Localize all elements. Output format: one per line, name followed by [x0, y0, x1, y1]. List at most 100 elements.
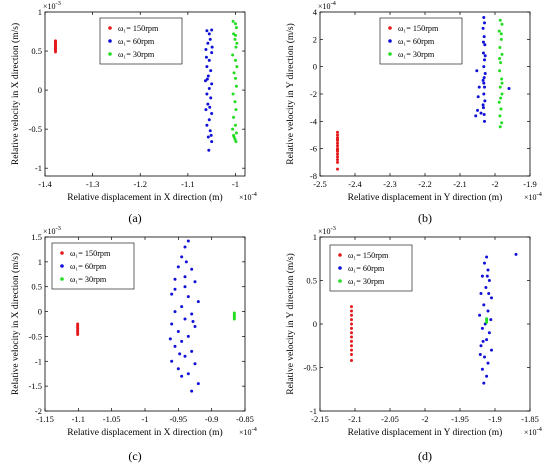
- legend-box: [379, 17, 463, 65]
- x-tick-label: -1: [141, 414, 148, 424]
- data-point-series-2: [231, 127, 235, 131]
- data-point-series-1: [210, 45, 214, 49]
- x-tick-label: -0.9: [205, 414, 218, 424]
- panel-label: (a): [128, 211, 141, 225]
- data-point-series-1: [479, 344, 483, 348]
- x-tick-label: -1.9: [523, 179, 536, 189]
- data-point-series-0: [350, 359, 353, 363]
- data-point-series-0: [350, 305, 353, 309]
- data-point-series-2: [232, 71, 236, 75]
- legend: ω₁= 150rpm ω₁= 60rpm ω₁= 30rpm: [379, 17, 463, 65]
- legend: ω₁= 150rpm ω₁= 60rpm ω₁= 30rpm: [99, 17, 183, 65]
- data-point-series-0: [336, 144, 339, 148]
- data-point-series-1: [183, 245, 187, 249]
- data-point-series-1: [186, 372, 190, 376]
- data-point-series-1: [180, 305, 184, 309]
- legend-entry-label: ω₁= 30rpm: [348, 277, 385, 286]
- y-tick-label: -2: [310, 89, 317, 99]
- y-tick-label: -0.5: [29, 124, 42, 134]
- legend-marker: [338, 266, 342, 270]
- data-point-series-1: [483, 355, 486, 359]
- y-axis-label: Relative velocity in X direction (m/s): [10, 253, 21, 395]
- y-tick-label: 1: [38, 257, 42, 267]
- x-axis-multiplier: ×10-4: [239, 191, 258, 202]
- chart-panel-0: -1.4 -1.3 -1.2 -1.1 -1 -1 -0.5 0 0.5 1×10-3 ×10-4 R…: [10, 0, 258, 225]
- data-point-series-1: [206, 41, 210, 45]
- data-point-series-0: [350, 326, 353, 330]
- data-point-series-1: [210, 140, 214, 144]
- panel-label: (c): [128, 449, 141, 463]
- data-point-series-1: [210, 112, 214, 116]
- x-tick-label: -2.1: [348, 414, 361, 424]
- data-point-series-1: [209, 96, 213, 100]
- legend-entry-label: ω₁= 30rpm: [398, 50, 435, 59]
- data-point-series-1: [180, 374, 184, 378]
- data-point-series-1: [490, 348, 493, 352]
- data-point-series-2: [499, 37, 503, 41]
- data-point-series-1: [183, 354, 187, 358]
- data-point-series-0: [336, 148, 339, 152]
- chart-panel-2: -1.15 -1.1 -1.05 -1 -0.95 -0.9 -0.85 -2 -1.5 -1 -0…: [10, 225, 258, 463]
- legend-marker: [338, 279, 342, 283]
- legend-entry-label: ω₁= 60rpm: [70, 262, 107, 271]
- y-axis-multiplier: ×10-4: [318, 0, 337, 11]
- y-tick-label: -1.5: [29, 381, 42, 391]
- data-point-series-1: [485, 374, 489, 378]
- data-point-series-1: [190, 389, 194, 393]
- data-point-series-1: [483, 43, 487, 47]
- x-tick-label: -1.1: [181, 179, 194, 189]
- data-point-series-1: [173, 310, 177, 314]
- data-point-series-2: [233, 22, 237, 26]
- data-point-series-1: [196, 300, 200, 304]
- y-tick-label: 0: [38, 307, 42, 317]
- data-point-series-2: [233, 100, 237, 104]
- data-point-series-1: [483, 72, 487, 75]
- data-point-series-1: [483, 58, 486, 62]
- legend-entry-label: ω₁= 150rpm: [348, 251, 389, 260]
- data-point-series-2: [232, 317, 236, 321]
- legend-entry-label: ω₁= 150rpm: [398, 24, 439, 33]
- legend-entry-label: ω₁= 30rpm: [118, 50, 155, 59]
- data-point-series-1: [485, 338, 489, 342]
- data-point-series-1: [481, 339, 485, 343]
- panel-label: (d): [418, 449, 432, 463]
- legend-marker: [108, 39, 112, 43]
- y-tick-label: -1: [310, 406, 317, 416]
- data-point-series-0: [53, 40, 57, 44]
- data-point-series-1: [168, 337, 172, 341]
- x-tick-label: -1.4: [38, 179, 52, 189]
- data-point-series-0: [336, 155, 339, 159]
- data-point-series-0: [350, 348, 353, 352]
- x-tick-label: -0.95: [169, 414, 187, 424]
- data-point-series-2: [232, 115, 236, 119]
- data-point-series-1: [209, 69, 213, 73]
- legend-marker: [60, 251, 64, 255]
- data-point-series-1: [190, 267, 194, 271]
- legend-marker: [338, 253, 342, 257]
- data-point-series-1: [507, 87, 511, 91]
- data-point-series-0: [336, 130, 339, 134]
- data-point-series-2: [498, 114, 502, 118]
- x-tick-label: -1.3: [86, 179, 99, 189]
- data-point-series-2: [497, 29, 501, 33]
- data-point-series-2: [499, 107, 503, 111]
- data-point-series-1: [489, 318, 493, 322]
- y-tick-label: -6: [310, 144, 317, 154]
- y-tick-label: 0: [38, 85, 42, 95]
- y-tick-label: 4: [313, 7, 318, 17]
- y-tick-label: 1: [313, 232, 317, 242]
- data-point-series-1: [482, 76, 486, 80]
- legend: ω₁= 150rpm ω₁= 60rpm ω₁= 30rpm: [51, 242, 135, 290]
- data-point-series-1: [481, 106, 485, 110]
- y-axis-label: Relative velocity in Y direction (m/s): [285, 253, 296, 395]
- data-point-series-1: [490, 296, 493, 300]
- data-point-series-0: [336, 133, 339, 137]
- data-point-series-1: [482, 303, 486, 307]
- data-point-series-1: [176, 367, 180, 371]
- data-point-series-1: [173, 287, 177, 291]
- data-point-series-0: [336, 160, 339, 164]
- x-axis-multiplier: ×10-4: [524, 191, 543, 202]
- data-point-series-2: [499, 96, 503, 100]
- data-point-series-2: [234, 131, 238, 135]
- data-point-series-1: [487, 331, 491, 335]
